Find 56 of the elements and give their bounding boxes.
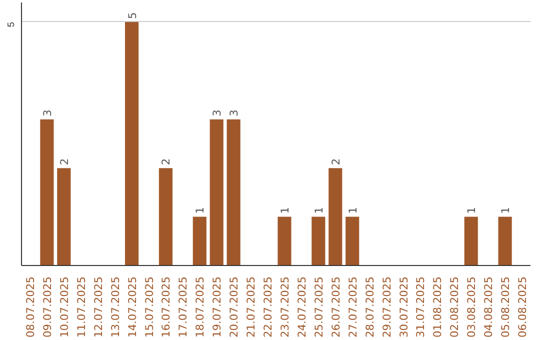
x-tick-label: 13.07.2025 xyxy=(108,276,122,338)
x-tick-label: 29.07.2025 xyxy=(380,276,394,338)
data-label: 1 xyxy=(278,207,292,214)
data-label: 2 xyxy=(329,158,342,166)
bar xyxy=(124,22,139,266)
x-tick-label: 09.07.2025 xyxy=(40,276,54,338)
x-tick-label: 16.07.2025 xyxy=(160,276,173,338)
bar xyxy=(346,216,360,266)
data-label: 2 xyxy=(58,158,71,166)
data-label: 1 xyxy=(346,207,360,214)
x-tick-label: 24.07.2025 xyxy=(295,276,308,338)
x-tick-label: 01.08.2025 xyxy=(431,276,444,338)
data-label: 3 xyxy=(228,110,241,116)
x-tick-label: 08.07.2025 xyxy=(24,276,37,338)
data-label: 5 xyxy=(126,12,139,19)
x-tick-label: 28.07.2025 xyxy=(363,276,376,338)
x-tick-label: 26.07.2025 xyxy=(329,276,342,338)
x-tick-label: 18.07.2025 xyxy=(194,276,207,338)
data-label: 1 xyxy=(312,207,326,214)
x-tick-label: 17.07.2025 xyxy=(176,276,190,338)
x-tick-label: 31.07.2025 xyxy=(414,276,428,338)
x-tick-label: 03.08.2025 xyxy=(465,276,478,338)
x-tick-label: 05.08.2025 xyxy=(499,276,512,338)
x-tick-label: 19.07.2025 xyxy=(210,276,224,338)
x-tick-label: 22.07.2025 xyxy=(262,276,275,338)
bar xyxy=(464,216,478,266)
x-tick-label: 15.07.2025 xyxy=(142,276,156,338)
x-tick-label: 12.07.2025 xyxy=(92,276,105,338)
x-tick-label: 11.07.2025 xyxy=(74,276,88,338)
data-label: 1 xyxy=(499,207,512,214)
data-label: 1 xyxy=(465,207,478,214)
x-tick-label: 10.07.2025 xyxy=(58,276,71,338)
data-label: 3 xyxy=(40,110,54,116)
x-tick-label: 27.07.2025 xyxy=(346,276,360,338)
x-tick-label: 02.08.2025 xyxy=(448,276,462,338)
x-tick-label: 25.07.2025 xyxy=(312,276,326,338)
x-tick-label: 30.07.2025 xyxy=(397,276,410,338)
data-label: 2 xyxy=(160,158,173,166)
bar xyxy=(328,168,342,266)
bar xyxy=(40,119,54,266)
x-tick-label: 14.07.2025 xyxy=(126,276,139,338)
data-label: 1 xyxy=(194,207,207,214)
bar xyxy=(312,216,326,266)
x-tick-label: 20.07.2025 xyxy=(228,276,241,338)
x-tick-label: 04.08.2025 xyxy=(482,276,496,338)
x-tick-label: 21.07.2025 xyxy=(244,276,258,338)
bar xyxy=(278,216,292,266)
bar xyxy=(57,168,71,266)
bar xyxy=(158,168,173,266)
x-tick-label: 23.07.2025 xyxy=(278,276,292,338)
bar xyxy=(192,216,206,266)
x-tick-label: 06.08.2025 xyxy=(516,276,530,338)
bar xyxy=(226,119,240,266)
data-label: 3 xyxy=(210,110,224,116)
bar xyxy=(210,119,224,266)
bar xyxy=(498,216,512,266)
